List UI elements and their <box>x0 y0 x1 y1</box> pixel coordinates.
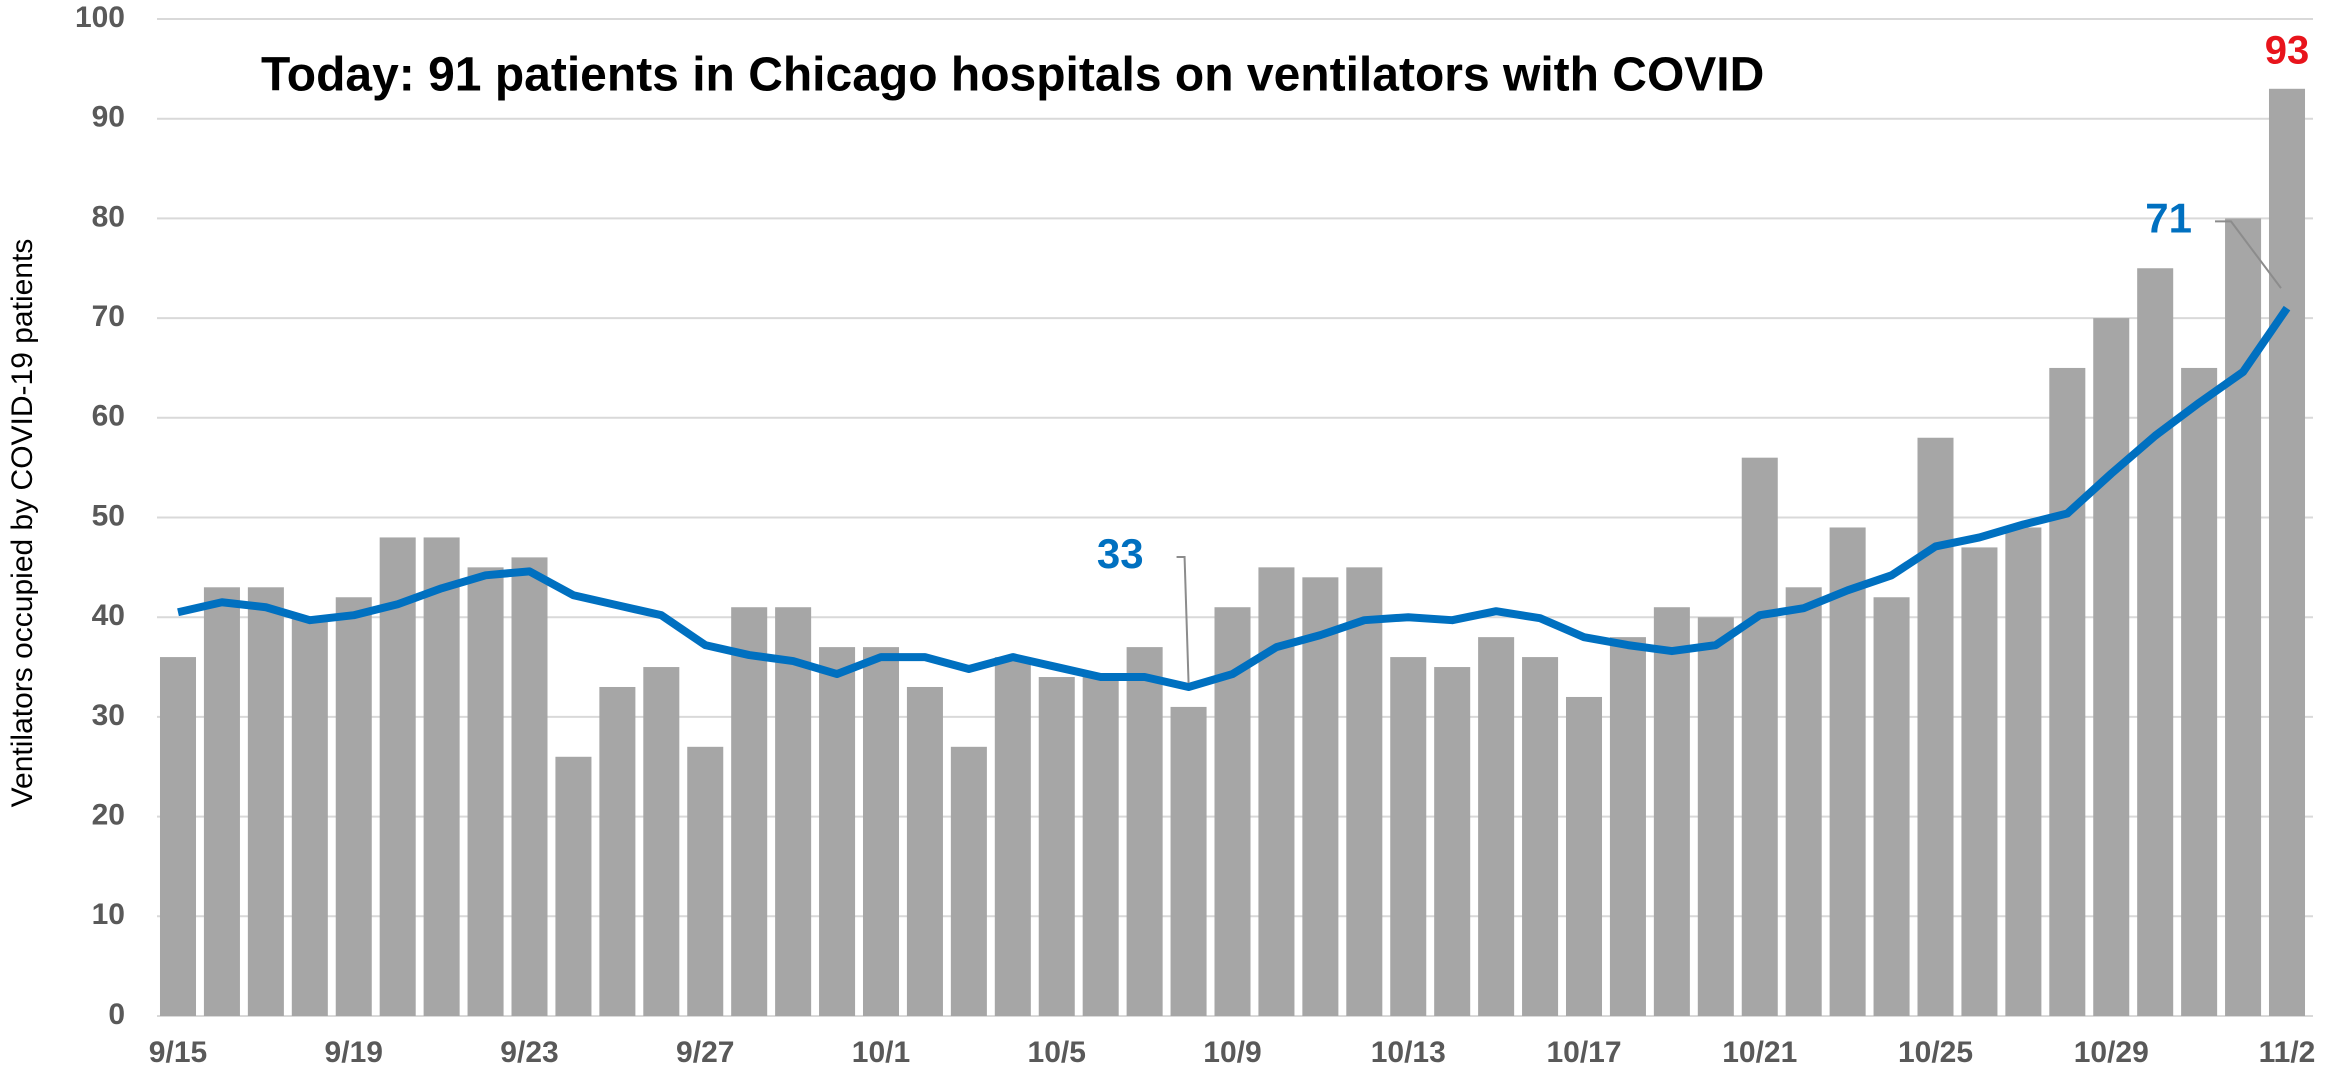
bar <box>379 537 416 1016</box>
x-tick-label: 9/27 <box>676 1036 734 1067</box>
bar <box>1873 597 1910 1016</box>
y-axis-label: Ventilators occupied by COVID-19 patient… <box>6 239 39 808</box>
bar <box>2049 367 2086 1016</box>
bar <box>1302 577 1339 1016</box>
bar <box>203 587 240 1016</box>
bar <box>247 587 284 1016</box>
bar <box>2181 367 2218 1016</box>
x-tick-label: 10/29 <box>2074 1036 2149 1067</box>
bar <box>1785 587 1822 1016</box>
bar <box>775 607 812 1016</box>
leader-line <box>2215 220 2282 289</box>
bar <box>906 686 943 1016</box>
bar <box>1346 567 1383 1016</box>
bar <box>1258 567 1295 1016</box>
x-tick-label: 10/5 <box>1028 1036 1086 1067</box>
bar <box>159 657 197 1016</box>
bar <box>467 567 504 1016</box>
bar <box>1653 607 1690 1016</box>
line-value-label: 33 <box>1097 530 1144 577</box>
y-tick-label: 10 <box>92 898 125 931</box>
bar <box>994 657 1031 1016</box>
x-tick-label: 9/15 <box>149 1036 207 1067</box>
chart-title: Today: 91 patients in Chicago hospitals … <box>261 49 1764 102</box>
bar <box>1522 657 1559 1016</box>
y-tick-label: 20 <box>92 799 125 832</box>
bar <box>1126 647 1163 1016</box>
bar <box>1390 657 1427 1016</box>
y-tick-label: 40 <box>92 599 125 632</box>
bar <box>423 537 460 1016</box>
bar <box>2268 88 2306 1017</box>
bar <box>1170 706 1207 1016</box>
bar-value-label: 93 <box>2265 28 2310 72</box>
bar <box>1829 527 1866 1016</box>
bar <box>1082 677 1119 1016</box>
bar <box>1609 637 1646 1016</box>
y-tick-label: 50 <box>92 499 125 532</box>
x-tick-label: 9/19 <box>325 1036 383 1067</box>
bar <box>1565 696 1603 1016</box>
bar <box>335 597 372 1016</box>
bar <box>2093 318 2130 1017</box>
x-tick-label: 10/9 <box>1203 1036 1261 1067</box>
bar <box>950 746 987 1016</box>
y-tick-label: 30 <box>92 699 125 732</box>
y-tick-label: 70 <box>92 300 125 333</box>
bar <box>291 617 328 1016</box>
bar <box>1478 637 1515 1016</box>
x-tick-label: 10/1 <box>852 1036 910 1067</box>
y-tick-label: 100 <box>75 1 125 34</box>
bar <box>643 667 680 1016</box>
bar <box>1917 437 1954 1016</box>
x-tick-label: 9/23 <box>500 1036 558 1067</box>
bar <box>1038 677 1075 1016</box>
bar <box>731 607 768 1016</box>
bar <box>862 647 900 1016</box>
bar <box>687 746 724 1016</box>
bar <box>1961 547 1998 1016</box>
y-tick-label: 90 <box>92 101 125 134</box>
moving-average-line <box>177 305 2291 691</box>
line-value-label: 71 <box>2145 194 2192 241</box>
y-tick-label: 80 <box>92 200 125 233</box>
y-tick-label: 60 <box>92 400 125 433</box>
leader-line <box>1176 555 1190 684</box>
bar <box>511 557 548 1016</box>
x-tick-label: 10/13 <box>1371 1036 1446 1067</box>
x-tick-label: 10/21 <box>1722 1036 1797 1067</box>
bar <box>1697 617 1734 1016</box>
bar <box>555 756 592 1016</box>
bar <box>1434 667 1471 1016</box>
x-tick-label: 11/2 <box>2259 1036 2316 1067</box>
bar <box>819 647 856 1016</box>
bar <box>2137 268 2174 1016</box>
x-tick-label: 10/25 <box>1898 1036 1973 1067</box>
bar <box>2005 527 2042 1016</box>
bar <box>1741 457 1778 1016</box>
bar <box>599 686 636 1016</box>
y-tick-label: 0 <box>108 998 125 1031</box>
bar <box>2225 218 2262 1016</box>
x-tick-label: 10/17 <box>1546 1036 1621 1067</box>
